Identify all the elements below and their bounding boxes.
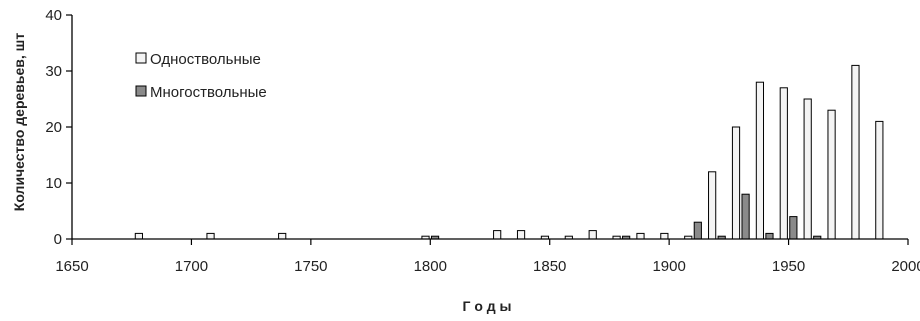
y-tick-label: 20 [45,119,62,136]
x-tick-label: 1950 [772,258,805,275]
bar-single-stem [755,81,765,240]
bar-single-stem [708,171,717,240]
bar-single-stem [731,126,741,240]
bar-single-stem [278,232,287,240]
y-tick-label: 40 [45,7,62,24]
bar-multi-stem [765,232,774,240]
y-axis-title: Количество деревьев, шт [11,33,27,212]
bar-single-stem [851,64,860,240]
x-axis-title: Г о д ы [463,298,512,314]
legend-swatch [135,85,147,97]
ticks-layer: 0 10 20 30 40 1650 1700 1750 1800 1850 1900 1950 200… [45,7,920,275]
bar-single-stem [779,87,788,240]
y-tick-label: 0 [54,231,62,248]
legend-label: Многоствольные [150,84,267,101]
bar-single-stem [516,230,526,240]
y-tick-label: 10 [45,175,62,192]
x-tick-label: 2000 [891,258,920,275]
bar-single-stem [636,232,645,240]
bar-single-stem [134,232,143,240]
x-tick-label: 1850 [533,258,566,275]
bar-multi-stem [693,221,702,240]
y-tick-label: 30 [45,63,62,80]
legend-label: Одноствольные [150,51,261,68]
x-tick-label: 1650 [55,258,88,275]
bar-single-stem [660,232,669,240]
bar-multi-stem [741,193,750,240]
bar-multi-stem [789,216,798,240]
bar-single-stem [588,230,597,240]
legend-swatch [135,52,147,64]
x-tick-label: 1700 [175,258,208,275]
bar-single-stem [875,120,884,240]
x-tick-label: 1900 [652,258,685,275]
x-tick-label: 1750 [294,258,327,275]
bar-single-stem [827,109,836,240]
bar-single-stem [493,230,502,240]
bar-single-stem [803,98,812,240]
x-tick-label: 1800 [414,258,447,275]
bar-single-stem [206,232,215,240]
legend: Одноствольные Многоствольные [135,51,267,101]
bars-layer [134,64,884,240]
